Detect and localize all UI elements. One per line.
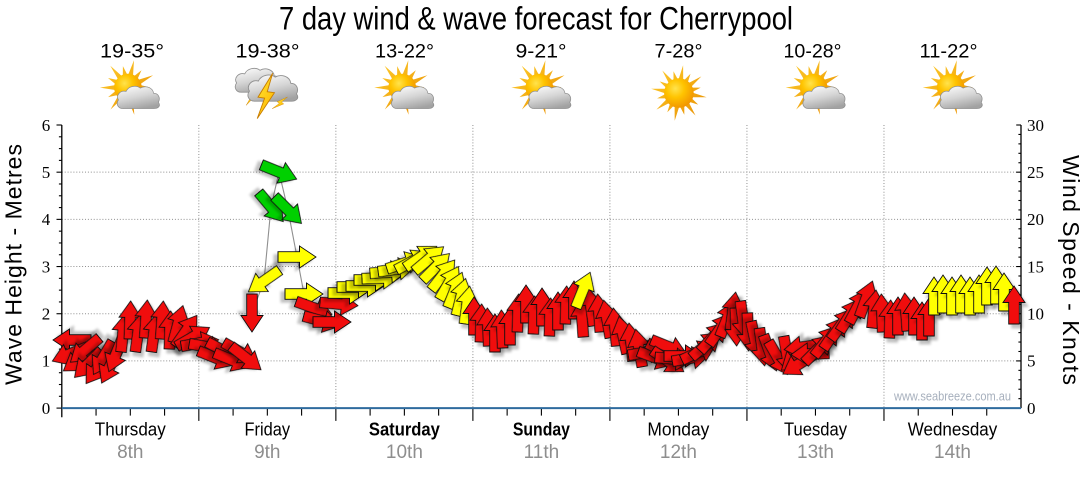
svg-text:Thursday: Thursday (95, 420, 166, 440)
svg-text:0: 0 (42, 399, 51, 418)
svg-text:Monday: Monday (647, 420, 709, 440)
svg-text:19-38°: 19-38° (236, 41, 300, 63)
svg-text:20: 20 (1027, 210, 1044, 229)
svg-text:www.seabreeze.com.au: www.seabreeze.com.au (893, 389, 1011, 404)
svg-text:2: 2 (42, 305, 51, 324)
svg-text:11-22°: 11-22° (920, 41, 978, 63)
svg-text:5: 5 (42, 163, 51, 182)
svg-text:12th: 12th (660, 442, 697, 463)
svg-text:Tuesday: Tuesday (784, 420, 847, 440)
svg-text:Wave Height - Metres: Wave Height - Metres (1, 144, 27, 385)
svg-text:30: 30 (1027, 116, 1044, 135)
svg-text:Wednesday: Wednesday (908, 420, 998, 440)
svg-text:Sunday: Sunday (513, 420, 570, 440)
svg-text:11th: 11th (524, 442, 560, 463)
svg-text:13-22°: 13-22° (375, 41, 434, 63)
svg-text:6: 6 (42, 116, 51, 135)
svg-text:10th: 10th (386, 442, 423, 463)
svg-text:13th: 13th (797, 442, 834, 463)
svg-text:10: 10 (1027, 305, 1044, 324)
svg-text:Friday: Friday (245, 420, 291, 440)
svg-text:9th: 9th (254, 442, 280, 463)
svg-text:7 day wind & wave forecast for: 7 day wind & wave forecast for Cherrypoo… (279, 1, 793, 37)
svg-text:15: 15 (1027, 257, 1044, 276)
svg-text:19-35°: 19-35° (100, 41, 164, 63)
svg-text:Saturday: Saturday (369, 420, 440, 440)
svg-text:7-28°: 7-28° (655, 41, 703, 63)
svg-text:5: 5 (1027, 352, 1036, 371)
svg-text:14th: 14th (934, 442, 971, 463)
svg-text:Wind Speed - Knots: Wind Speed - Knots (1058, 155, 1080, 385)
svg-text:0: 0 (1027, 399, 1036, 418)
svg-text:8th: 8th (117, 442, 143, 463)
svg-text:1: 1 (42, 352, 51, 371)
svg-text:10-28°: 10-28° (784, 41, 842, 63)
svg-text:3: 3 (42, 257, 51, 276)
svg-text:9-21°: 9-21° (516, 41, 567, 63)
svg-text:25: 25 (1027, 163, 1044, 182)
svg-text:4: 4 (42, 210, 51, 229)
